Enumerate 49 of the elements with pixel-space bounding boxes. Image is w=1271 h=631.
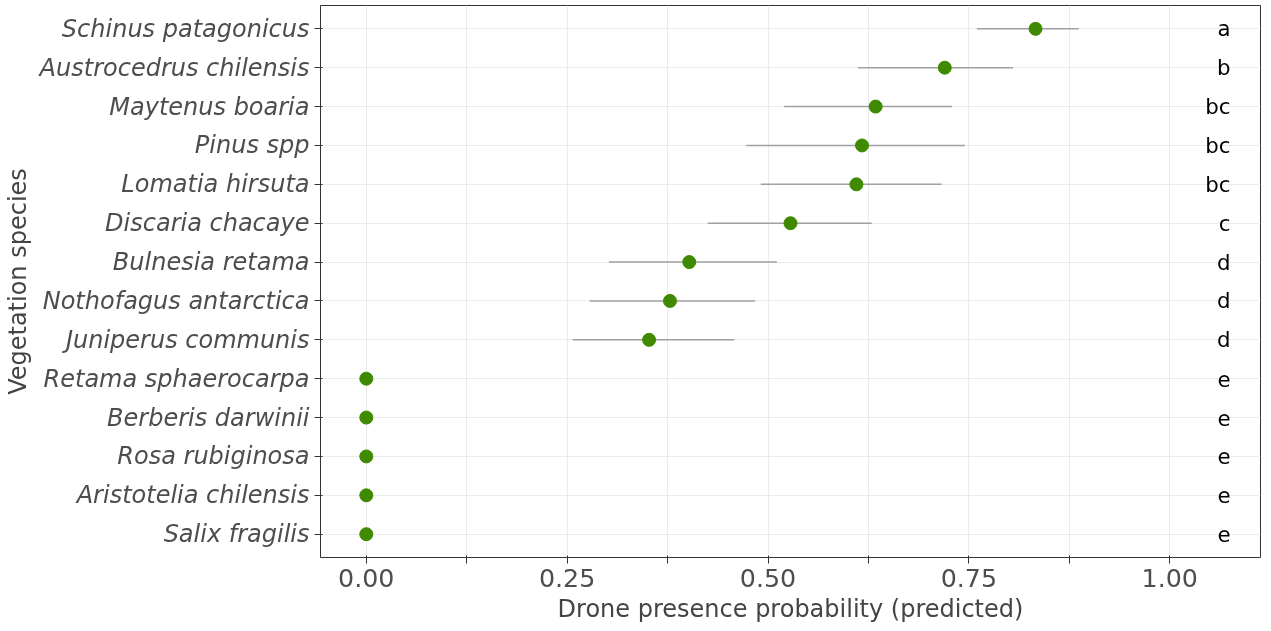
point [359, 449, 374, 464]
point [359, 488, 374, 503]
y-tick-label: Aristotelia chilensis [74, 481, 310, 510]
x-axis-title: Drone presence probability (predicted) [557, 594, 1024, 623]
y-tick-label: Berberis darwinii [107, 403, 310, 432]
annotation: e [1217, 405, 1231, 431]
annotation: bc [1205, 132, 1231, 158]
annotation: e [1217, 444, 1231, 470]
point [359, 410, 374, 425]
x-tick-label: 0.25 [538, 562, 596, 593]
y-tick-label: Austrocedrus chilensis [37, 53, 310, 82]
y-tick-label: Pinus spp [194, 131, 310, 160]
y-tick-label: Maytenus boaria [109, 92, 310, 121]
annotation: e [1217, 483, 1231, 509]
x-tick-label: 0.00 [338, 562, 395, 593]
point [682, 255, 697, 270]
x-tick-label: 0.75 [940, 562, 998, 593]
point [359, 527, 374, 542]
y-tick-label: Retama sphaerocarpa [43, 364, 310, 393]
annotation: b [1216, 55, 1231, 81]
y-tick-label: Schinus patagonicus [61, 14, 310, 43]
annotation: a [1217, 16, 1231, 42]
point [662, 293, 677, 308]
y-axis-title: Vegetation species [3, 168, 32, 395]
annotation: bc [1205, 94, 1231, 120]
y-tick-label: Lomatia hirsuta [121, 170, 310, 199]
annotation: d [1216, 327, 1231, 353]
point [849, 177, 864, 192]
y-tick-label: Nothofagus antarctica [42, 286, 310, 315]
x-tick-label: 1.00 [1141, 562, 1198, 593]
y-tick-label: Juniperus communis [61, 325, 310, 354]
point [855, 138, 869, 153]
point [868, 99, 883, 114]
y-tick-label: Salix fragilis [163, 520, 310, 549]
annotation: e [1217, 522, 1231, 548]
point [1028, 21, 1043, 36]
point [783, 216, 798, 231]
point [937, 60, 952, 75]
y-tick-label: Discaria chacaye [105, 209, 310, 238]
point [642, 332, 657, 347]
annotation: d [1216, 288, 1231, 314]
annotation: bc [1205, 171, 1231, 197]
y-tick-label: Rosa rubiginosa [117, 442, 310, 471]
y-tick-label: Bulnesia retama [112, 248, 310, 277]
point [359, 371, 374, 386]
x-tick-label: 0.50 [739, 562, 797, 593]
annotation: c [1218, 210, 1231, 236]
annotation: d [1216, 249, 1231, 275]
annotation: e [1217, 366, 1231, 392]
